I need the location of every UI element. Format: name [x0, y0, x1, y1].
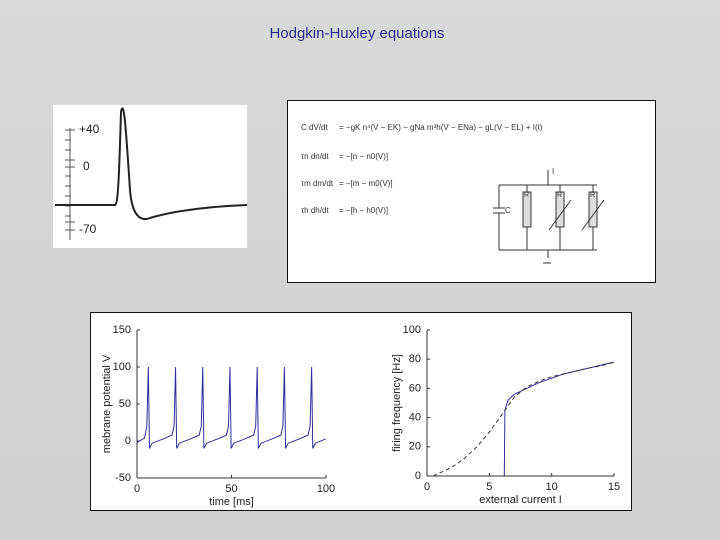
y-tick-label: 150 — [113, 324, 131, 336]
x-tick-label: 5 — [486, 481, 492, 493]
spike-trace — [55, 107, 248, 220]
slide-title: Hodgkin-Huxley equations — [269, 25, 445, 42]
y-tick-label: 100 — [113, 361, 131, 373]
y-tick-label: 50 — [119, 398, 131, 410]
y-axis-label: firing frequency [Hz] — [391, 354, 403, 452]
voltage-label: 0 — [83, 159, 90, 173]
x-tick-label: 10 — [546, 481, 558, 493]
circuit — [493, 170, 605, 264]
y-axis-label: mebrane potential V — [101, 354, 113, 453]
equation-figure: C dV/dt = −gK n⁴(V − EK) − gNa m³h(V − E… — [287, 100, 656, 283]
equation-rhs: = −[h − h0(V)] — [339, 206, 388, 215]
x-tick-label: 50 — [225, 483, 237, 495]
y-tick-label: 60 — [409, 382, 421, 394]
x-axis-label: time [ms] — [209, 496, 254, 508]
y-tick-label: 20 — [409, 441, 421, 453]
x-axis-label: external current I — [479, 494, 562, 506]
y-tick-label: 40 — [409, 412, 421, 424]
y-tick-label: 80 — [409, 353, 421, 365]
equation-lhs: τn dn/dt — [301, 152, 329, 161]
spike-figure: +40 0 -70 — [53, 105, 248, 248]
figure-background — [53, 105, 247, 248]
voltage-label: +40 — [79, 122, 100, 136]
voltage-label: -70 — [79, 222, 97, 236]
x-tick-label: 15 — [608, 481, 620, 493]
equation-rhs: = −[n − n0(V)] — [339, 152, 388, 161]
circuit-label: R — [524, 192, 529, 199]
equation-lhs: C dV/dt — [301, 123, 328, 132]
circuit-label: R — [557, 192, 562, 199]
x-tick-label: 0 — [424, 481, 430, 493]
equation-lhs: τm dm/dt — [301, 179, 334, 188]
equations: C dV/dt = −gK n⁴(V − EK) − gNa m³h(V − E… — [301, 123, 543, 215]
circuit-label: R — [590, 192, 595, 199]
data-line — [433, 361, 615, 477]
circuit-label: C — [505, 206, 511, 215]
x-tick-label: 100 — [317, 483, 335, 495]
circuit-labels: I C R R R — [505, 167, 595, 215]
y-tick-label: -50 — [115, 472, 131, 484]
y-tick-label: 100 — [403, 324, 421, 336]
y-tick-label: 0 — [125, 435, 131, 447]
data-line — [136, 366, 327, 449]
equation-rhs: = −gK n⁴(V − EK) − gNa m³h(V − ENa) − gL… — [339, 123, 543, 132]
x-tick-label: 0 — [134, 483, 140, 495]
equation-rhs: = −[m − m0(V)] — [339, 179, 393, 188]
equation-lhs: τh dh/dt — [301, 206, 329, 215]
circuit-label: I — [552, 167, 554, 176]
y-tick-label: 0 — [415, 470, 421, 482]
